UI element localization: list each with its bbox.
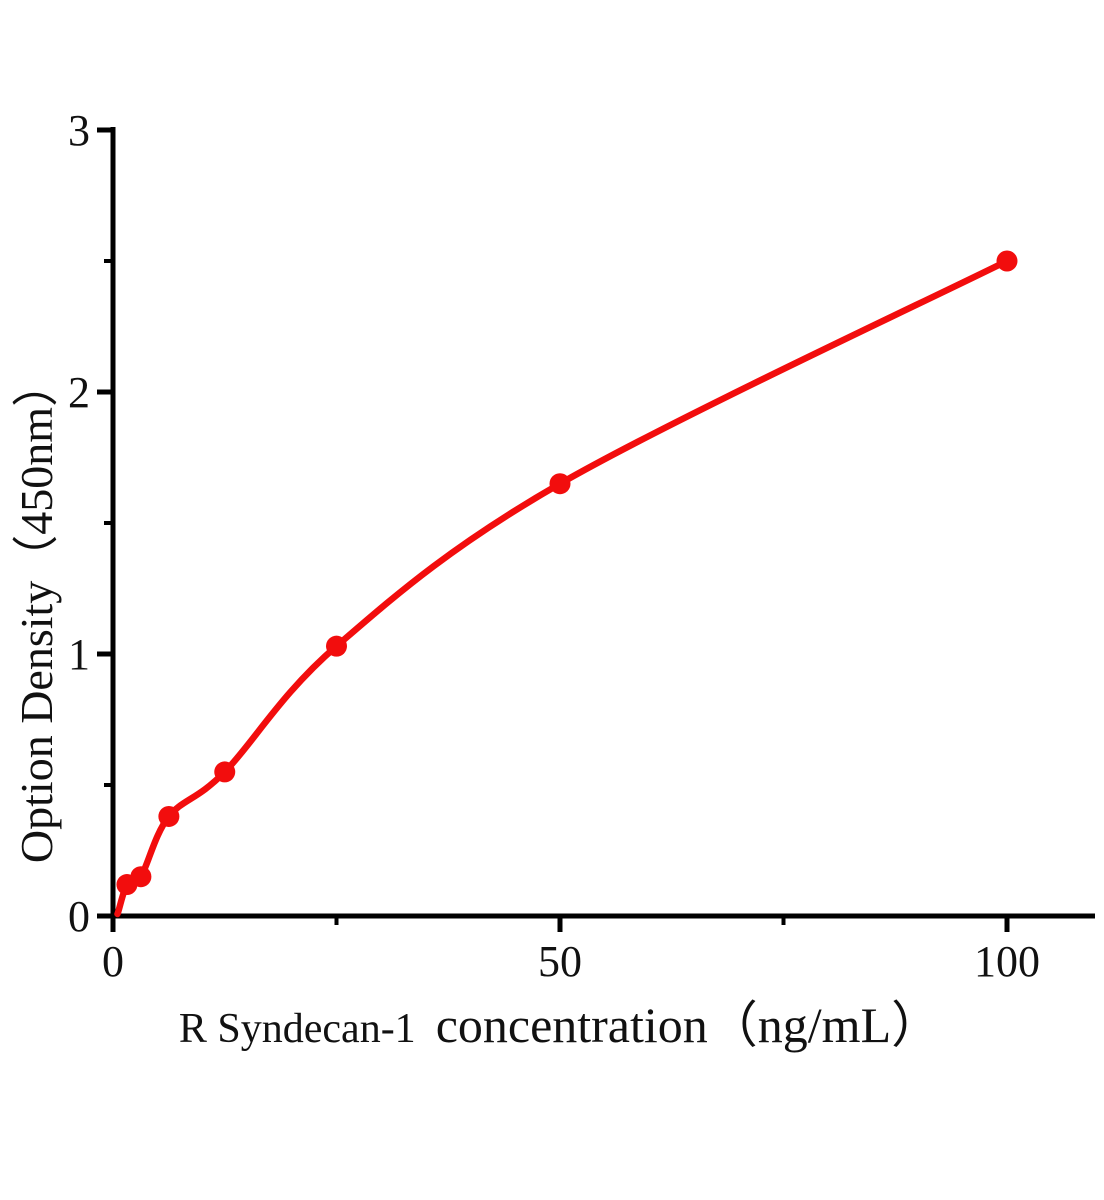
data-point bbox=[996, 250, 1018, 272]
y-tick-label: 2 bbox=[68, 368, 90, 417]
data-point bbox=[549, 473, 571, 495]
x-tick-label: 0 bbox=[102, 937, 124, 986]
y-tick-label: 0 bbox=[68, 892, 90, 941]
data-point bbox=[326, 635, 347, 657]
plot-area: 0 1 2 3 0 50 100 bbox=[68, 106, 1095, 986]
x-tick-label: 50 bbox=[538, 937, 582, 986]
x-axis-title-main: concentration（ng/mL） bbox=[436, 997, 941, 1053]
x-tick-label: 100 bbox=[974, 937, 1040, 986]
x-axis-title: R Syndecan-1 concentration（ng/mL） bbox=[179, 997, 941, 1053]
data-point bbox=[214, 761, 236, 783]
y-axis-title: Option Density（450nm） bbox=[11, 361, 62, 863]
data-point bbox=[130, 866, 152, 888]
data-point bbox=[158, 805, 180, 827]
x-axis-title-prefix: R Syndecan-1 bbox=[179, 1006, 416, 1052]
y-tick-label: 1 bbox=[68, 630, 90, 679]
y-tick-label: 3 bbox=[68, 106, 90, 155]
fit-curve bbox=[114, 257, 1011, 918]
